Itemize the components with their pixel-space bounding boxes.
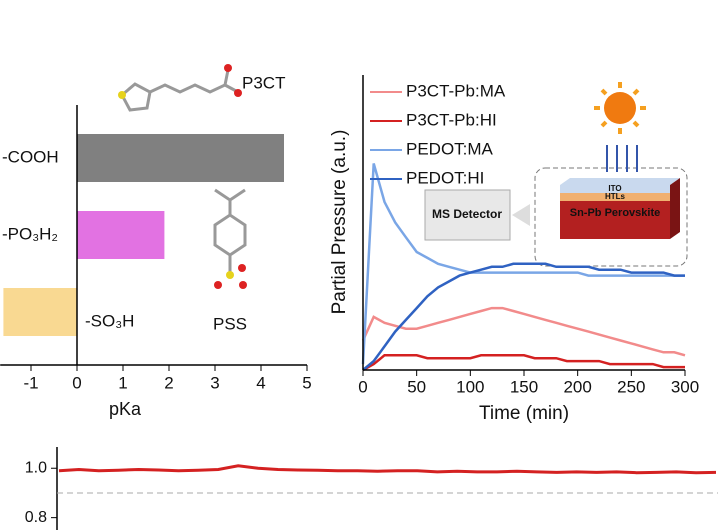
x-tick-label: -1 (23, 373, 38, 392)
x-tick-label: 250 (617, 377, 645, 396)
legend-label: P3CT-Pb:HI (406, 110, 497, 129)
x-tick-label: 5 (302, 373, 311, 392)
device-inset (424, 82, 688, 267)
x-axis-label: pKa (109, 399, 142, 419)
bar (3, 288, 77, 336)
series-line (361, 306, 686, 357)
legend-label: PEDOT:MA (406, 139, 494, 158)
annotation: P3CT (242, 73, 285, 92)
p3ct-molecule (118, 64, 242, 112)
y-tick-label: 1.0 (25, 459, 47, 476)
inset-label: ITO (608, 184, 621, 193)
category-label: -COOH (2, 147, 59, 166)
y-tick-label: 0.8 (25, 509, 47, 526)
series-line (362, 262, 685, 371)
category-label: -PO₃H₂ (2, 224, 58, 243)
x-tick-label: 100 (456, 377, 484, 396)
series-line (361, 163, 685, 365)
legend-label: P3CT-Pb:MA (406, 81, 506, 100)
x-axis-label: Time (min) (479, 403, 569, 424)
x-tick-label: 0 (358, 377, 367, 396)
x-tick-label: 50 (407, 377, 426, 396)
bar (77, 134, 284, 182)
inset-label: MS Detector (432, 207, 502, 221)
inset-label: HTLs (605, 192, 626, 201)
y-axis-label: Partial Pressure (a.u.) (329, 130, 350, 315)
x-tick-label: 300 (671, 377, 699, 396)
pss-molecule (213, 188, 247, 289)
x-tick-label: 1 (118, 373, 127, 392)
legend-label: PEDOT:HI (406, 168, 484, 187)
series-line (362, 354, 685, 372)
x-tick-label: 0 (72, 373, 81, 392)
inset-label: Sn-Pb Perovskite (570, 207, 660, 219)
x-tick-label: 2 (164, 373, 173, 392)
x-tick-label: 200 (563, 377, 591, 396)
annotation: PSS (213, 314, 247, 333)
category-label: -SO₃H (85, 311, 134, 330)
x-tick-label: 4 (256, 373, 265, 392)
x-tick-label: 150 (510, 377, 538, 396)
x-tick-label: 3 (210, 373, 219, 392)
series-line (58, 464, 717, 475)
bar (77, 211, 165, 259)
